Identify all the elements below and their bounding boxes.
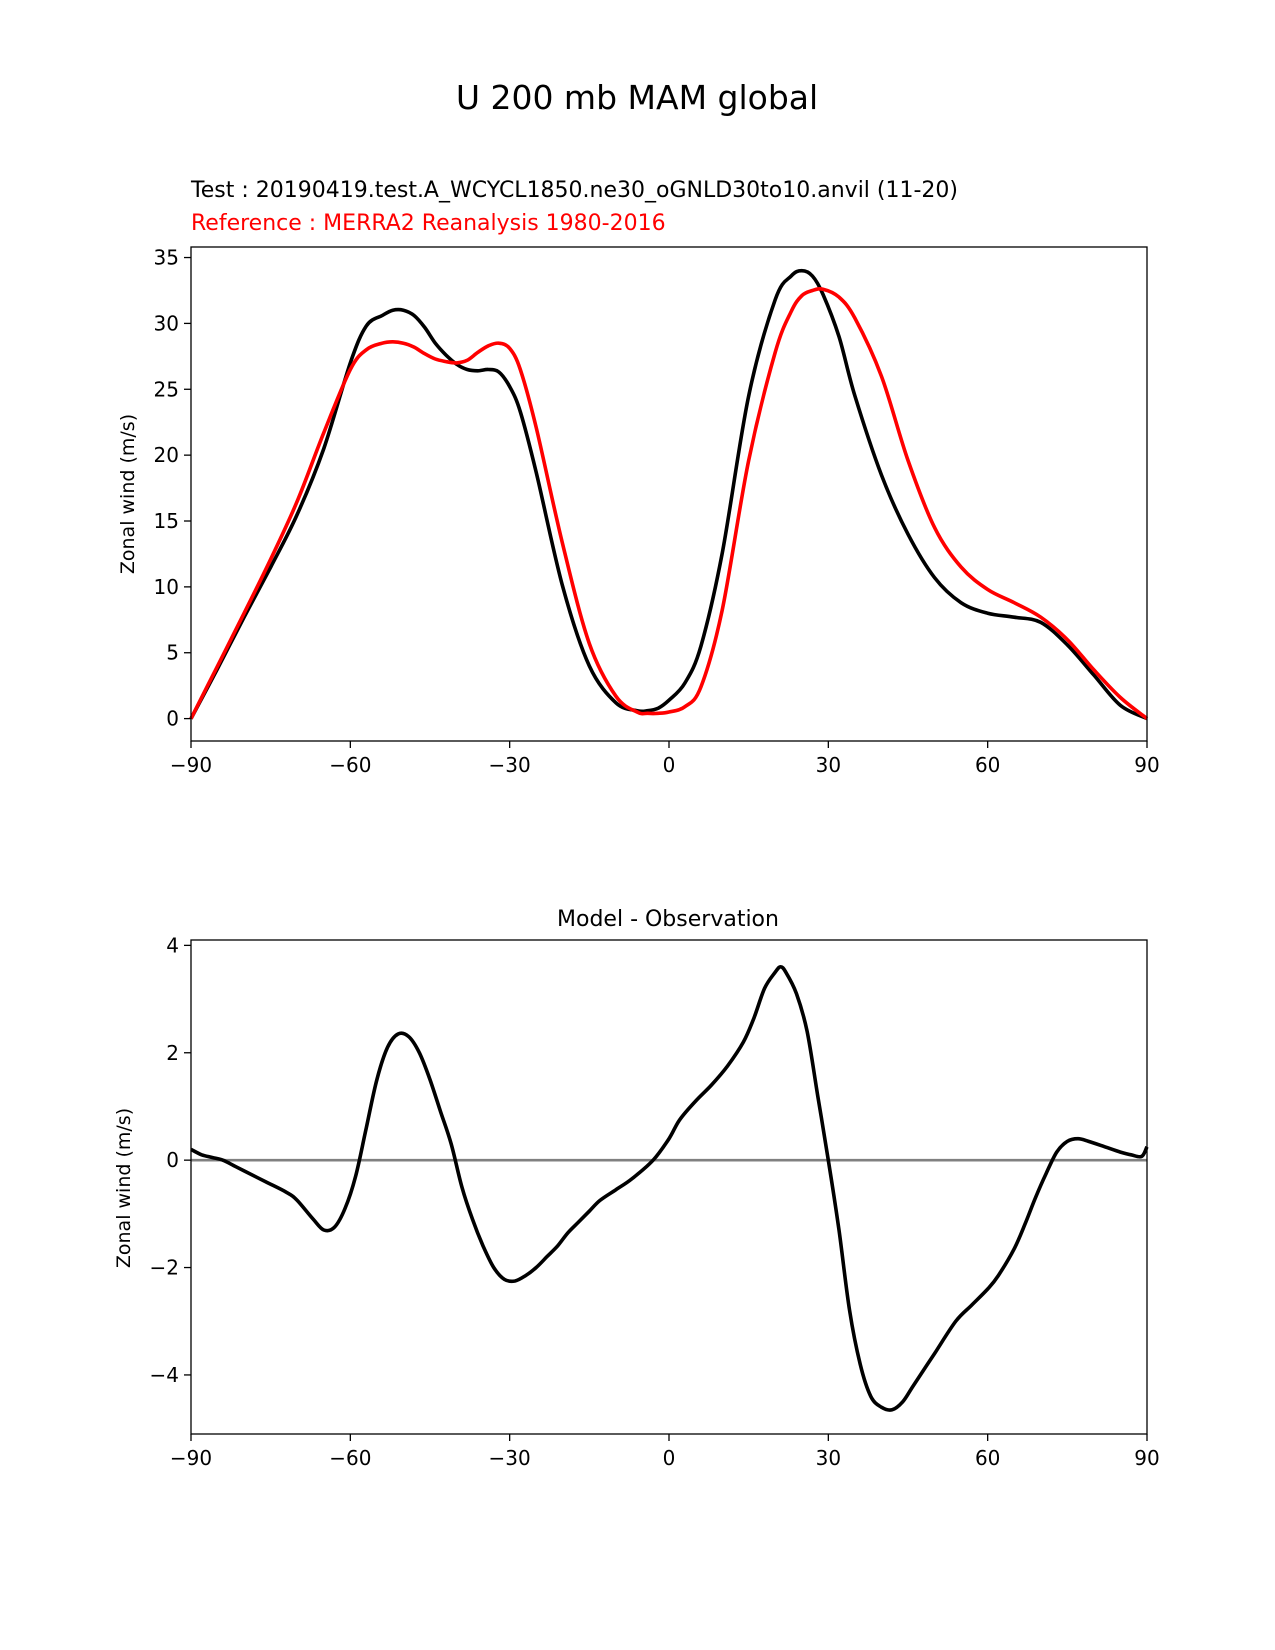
bottom-ytick-label: 0 <box>166 1148 179 1172</box>
top-xtick-label: 0 <box>663 753 676 777</box>
top-panel: Test : 20190419.test.A_WCYCL1850.ne30_oG… <box>117 178 1160 777</box>
bottom-xtick-label: −90 <box>170 1446 212 1470</box>
top-xtick-label: −30 <box>489 753 531 777</box>
top-xtick-label: −60 <box>329 753 371 777</box>
top-plot-frame <box>190 246 1148 742</box>
top-series-reference <box>189 286 1149 721</box>
bottom-axis-ticks: −90 −60 −30 0 30 60 90 −4 −2 0 2 4 <box>150 933 1160 1470</box>
bottom-xtick-label: −60 <box>329 1446 371 1470</box>
bottom-xtick-label: 90 <box>1134 1446 1159 1470</box>
top-ytick-label: 15 <box>154 509 179 533</box>
top-ytick-label: 30 <box>154 311 179 335</box>
bottom-ytick-label: −2 <box>150 1256 179 1280</box>
top-xtick-label: −90 <box>170 753 212 777</box>
bottom-panel: Model - Observation Zonal wind (m/s) −90… <box>113 907 1160 1470</box>
top-ytick-label: 25 <box>154 377 179 401</box>
top-axis-ticks: −90 −60 −30 0 30 60 90 0 5 10 15 20 25 30 35 <box>154 246 1160 777</box>
top-ytick-label: 10 <box>154 575 179 599</box>
top-series-test <box>189 268 1148 721</box>
top-ytick-label: 35 <box>154 246 179 270</box>
top-ytick-label: 20 <box>154 443 179 467</box>
bottom-plot-frame <box>190 939 1148 1435</box>
bottom-ylabel: Zonal wind (m/s) <box>113 1108 135 1268</box>
reference-label: Reference : MERRA2 Reanalysis 1980-2016 <box>191 211 666 236</box>
bottom-xtick-label: −30 <box>489 1446 531 1470</box>
top-ytick-label: 5 <box>166 641 179 665</box>
top-xtick-label: 30 <box>816 753 841 777</box>
bottom-series-lines <box>190 965 1149 1412</box>
top-ylabel: Zonal wind (m/s) <box>117 414 139 574</box>
bottom-ytick-label: −4 <box>150 1363 179 1387</box>
top-ytick-label: 0 <box>166 707 179 731</box>
bottom-xtick-label: 0 <box>663 1446 676 1470</box>
bottom-ytick-label: 2 <box>166 1041 179 1065</box>
bottom-xtick-label: 60 <box>975 1446 1000 1470</box>
bottom-xtick-label: 30 <box>816 1446 841 1470</box>
figure-title: U 200 mb MAM global <box>456 78 818 117</box>
top-xtick-label: 90 <box>1134 753 1159 777</box>
top-xtick-label: 60 <box>975 753 1000 777</box>
bottom-series-model-observation <box>190 965 1149 1412</box>
test-label: Test : 20190419.test.A_WCYCL1850.ne30_oG… <box>190 178 958 203</box>
bottom-title: Model - Observation <box>557 907 779 932</box>
bottom-ytick-label: 4 <box>166 933 179 957</box>
top-series-lines <box>189 268 1149 721</box>
